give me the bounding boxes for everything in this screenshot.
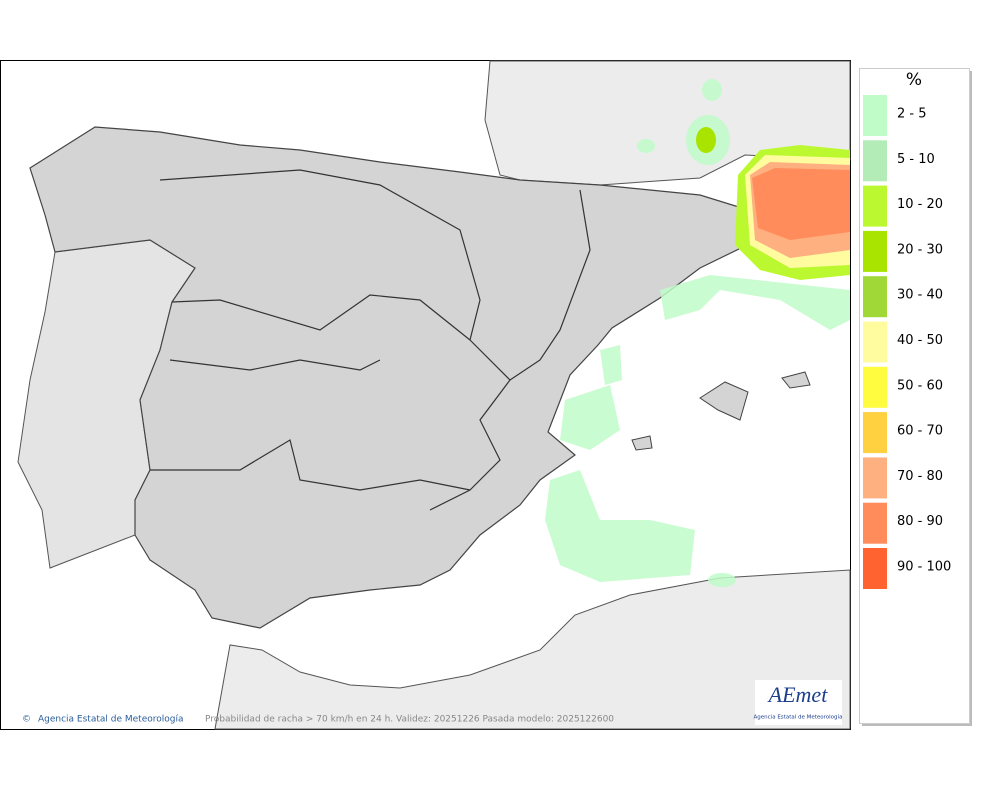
copyright-symbol: ©	[22, 715, 31, 725]
legend-swatch	[863, 230, 887, 272]
legend-label: 50 - 60	[897, 378, 943, 393]
legend-swatch	[863, 185, 887, 227]
legend-label: 20 - 30	[897, 242, 943, 257]
legend-swatch	[863, 321, 887, 363]
legend-label: 30 - 40	[897, 288, 943, 303]
legend-swatch	[863, 140, 887, 182]
probability-area	[752, 168, 850, 240]
legend: % 2 - 5 5 - 10 10 - 20 20 - 30 30 - 40 40 - 5…	[859, 68, 972, 726]
probability-areas	[545, 79, 850, 587]
map: © Agencia Estatal de Meteorología Probab…	[0, 60, 851, 730]
legend-swatch	[863, 276, 887, 318]
legend-label: 40 - 50	[897, 333, 943, 348]
logo-text: AEmet	[767, 682, 829, 707]
legend-label: 80 - 90	[897, 514, 943, 529]
mallorca	[699, 381, 749, 421]
legend-label: 2 - 5	[897, 107, 927, 122]
logo: AEmet Agencia Estatal de Meteorología	[754, 680, 843, 725]
logo-box	[755, 680, 842, 725]
ibiza	[631, 435, 653, 451]
legend-label: 60 - 70	[897, 424, 943, 439]
legend-swatch	[863, 366, 887, 408]
africa	[214, 569, 851, 730]
menorca	[781, 371, 811, 389]
legend-title: %	[906, 70, 922, 90]
legend-swatch	[863, 548, 887, 589]
legend-label: 70 - 80	[897, 469, 943, 484]
region-borders	[150, 169, 591, 511]
legend-swatch	[863, 502, 887, 544]
legend-swatch	[863, 95, 887, 136]
legend-swatch	[863, 412, 887, 454]
caption: Probabilidad de racha > 70 km/h en 24 h.…	[205, 715, 614, 725]
legend-label: 10 - 20	[897, 197, 943, 212]
legend-label: 90 - 100	[897, 560, 951, 575]
logo-subtitle: Agencia Estatal de Meteorología	[754, 714, 843, 721]
legend-label: 5 - 10	[897, 152, 935, 167]
probability-area	[696, 127, 716, 153]
legend-swatch	[863, 457, 887, 499]
spain	[29, 126, 746, 629]
credit: Agencia Estatal de Meteorología	[38, 715, 184, 725]
